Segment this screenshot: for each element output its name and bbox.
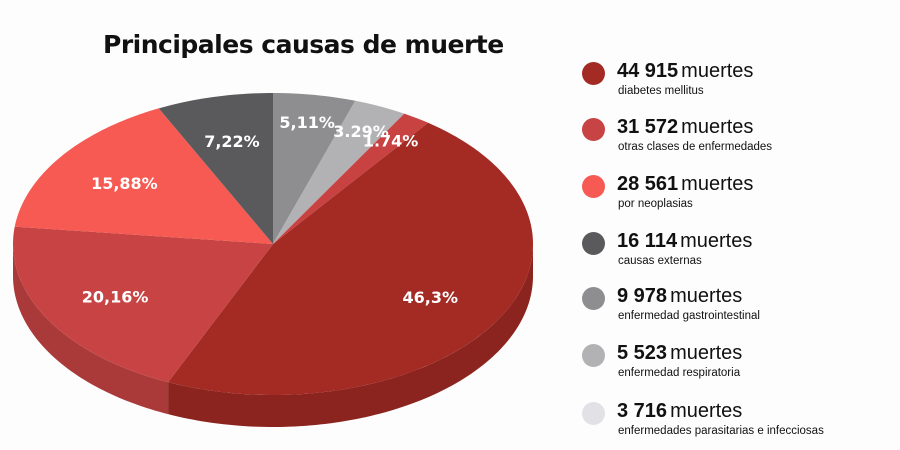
legend-description: enfermedades parasitarias e infecciosas [618,425,824,437]
legend-description: diabetes mellitus [618,85,704,97]
slice-label: 5,11% [279,113,335,132]
count-unit: muertes [680,230,753,252]
pie-slice-5[interactable] [14,108,274,244]
count-unit: muertes [670,342,743,364]
pie-slice-1[interactable] [273,100,405,244]
legend-description: enfermedad respiratoria [618,367,741,379]
legend-count: 31 572 muertes [617,116,753,139]
count-value: 44 915 [617,60,679,82]
pie-chart: 5,11%3.29%1.74% 46,3% 20,16% 15,88% 7,22% [13,93,533,427]
count-unit: muertes [681,116,754,138]
count-unit: muertes [670,285,743,307]
slice-label: 7,22% [204,132,260,151]
legend-count: 5 523 muertes [617,342,742,365]
count-unit: muertes [670,400,743,422]
legend-count: 28 561 muertes [617,173,753,196]
chart-title: Principales causas de muerte [103,30,504,59]
legend-count: 44 915 muertes [617,60,753,83]
legend-description: otras clases de enfermedades [618,141,773,153]
count-value: 5 523 [617,342,668,364]
pie-slice-6[interactable] [158,93,273,244]
legend-description: enfermedad gastrointestinal [618,310,760,322]
pie-slice-0[interactable] [273,93,356,244]
legend-swatch [582,175,605,198]
count-value: 9 978 [617,285,668,307]
legend-swatch [582,287,605,310]
count-unit: muertes [681,60,754,82]
pie-side-4 [13,244,169,415]
slice-label: 1.74% [363,132,419,151]
legend-swatch [582,232,605,255]
legend-swatch [582,344,605,367]
slice-label: 20,16% [82,288,149,307]
legend-count: 3 716 muertes [617,400,742,423]
legend-swatch [582,62,605,85]
slice-label: 46,3% [403,288,459,307]
slice-label: 3.29% [333,122,389,141]
pie-slice-4[interactable] [13,226,273,383]
pie-slice-3[interactable] [168,122,533,395]
legend-swatch [582,118,605,141]
count-value: 16 114 [617,230,678,252]
count-value: 3 716 [617,400,668,422]
count-value: 31 572 [617,116,679,138]
legend-description: causas externas [618,255,702,267]
legend-swatch [582,402,605,425]
slice-label: 15,88% [91,174,158,193]
legend-description: por neoplasias [618,198,693,210]
count-value: 28 561 [617,173,679,195]
legend-count: 9 978 muertes [617,285,742,308]
count-unit: muertes [681,173,754,195]
pie-side-3 [168,244,533,427]
pie-slice-2[interactable] [273,113,429,244]
legend-count: 16 114 muertes [617,230,752,253]
